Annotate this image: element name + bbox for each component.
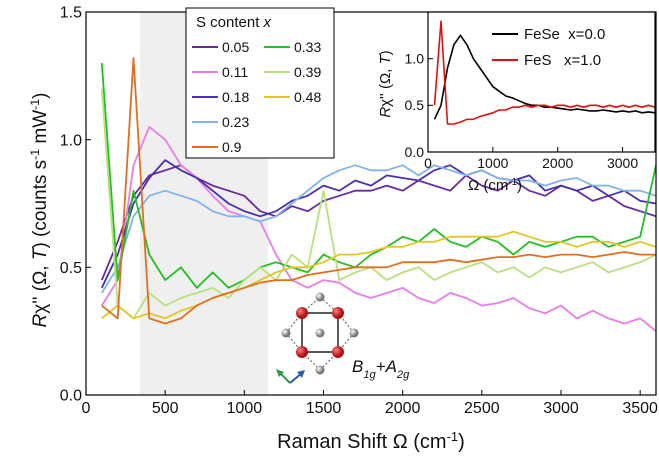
text-part: χ'' (Ω, <box>377 65 394 107</box>
x-tick-label: 3000 <box>607 155 638 171</box>
text-part: T <box>377 54 394 65</box>
data-line <box>101 230 656 320</box>
inset-legend-label: FeSe x=0.0 <box>524 26 605 43</box>
crystal-diagram <box>276 292 359 384</box>
text-part: +A <box>376 357 397 376</box>
x-tick-label: 0 <box>424 155 432 171</box>
text-part: , <box>30 260 51 271</box>
legend-label: 0.48 <box>294 89 321 105</box>
data-line <box>433 20 655 125</box>
x-tick-label: 1000 <box>227 400 263 417</box>
text-part: B <box>352 357 363 376</box>
plot-frame <box>427 11 656 153</box>
data-line <box>101 164 656 294</box>
text-part: χ'' ( <box>30 284 51 314</box>
text-part: T <box>30 247 51 260</box>
y-tick-label: 0.5 <box>405 97 425 113</box>
inset-legend-label: FeS x=1.0 <box>524 52 601 69</box>
x-tick-label: 1000 <box>477 155 508 171</box>
plot-frame <box>85 11 657 396</box>
data-line <box>433 34 655 120</box>
text-part: Ω (cm <box>468 177 508 194</box>
text-part: ) <box>30 92 51 98</box>
x-tick-label: 3000 <box>543 400 579 417</box>
text-part: R <box>377 107 394 118</box>
text-part: Raman Shift Ω (cm <box>277 431 446 453</box>
text-part: ) (counts s <box>30 160 51 249</box>
text-part: ) <box>517 177 522 194</box>
data-line <box>100 63 656 289</box>
legend-box <box>185 7 335 159</box>
x-tick-label: 500 <box>152 400 179 417</box>
x-tick-label: 2000 <box>542 155 573 171</box>
text-part: -1 <box>447 429 459 444</box>
text-part: -1 <box>508 177 517 188</box>
x-tick-label: 1500 <box>306 400 342 417</box>
text-part: 1g <box>363 369 376 381</box>
inset-x-axis-label: Ω (cm-1) <box>468 177 522 195</box>
x-tick-label: 3500 <box>622 400 658 417</box>
annotation: B1g+A2g <box>352 357 410 381</box>
data-line <box>101 57 656 325</box>
x-tick-label: 2500 <box>464 400 500 417</box>
inset-background <box>428 12 655 152</box>
data-line <box>100 88 656 320</box>
text-part: -1 <box>28 99 42 110</box>
y-tick-label: 0.5 <box>60 260 82 277</box>
y-tick-label: 0.0 <box>60 388 82 405</box>
y-tick-label: 0.0 <box>405 144 425 160</box>
legend-title: S content x <box>196 14 272 31</box>
text-part: -1 <box>28 149 42 160</box>
x-axis-label: Raman Shift Ω (cm-1) <box>277 429 465 454</box>
y-tick-label: 1.5 <box>60 5 82 22</box>
y-axis-label: Rχ'' (Ω, T) (counts s-1 mW-1) <box>28 92 51 327</box>
x-tick-label: 2000 <box>385 400 421 417</box>
legend-label: 0.18 <box>222 89 249 105</box>
legend-label: 0.05 <box>222 39 249 55</box>
text-part: S content <box>196 14 264 31</box>
inset-y-axis-label: Rχ'' (Ω, T) <box>377 50 394 117</box>
y-tick-label: 1.0 <box>405 51 425 67</box>
legend-label: 0.39 <box>294 64 321 80</box>
text-part: Ω <box>30 271 51 285</box>
text-part: x <box>263 14 272 31</box>
data-line <box>100 159 656 289</box>
text-part: ) <box>458 431 465 453</box>
legend-label: 0.11 <box>222 64 248 80</box>
legend-label: 0.33 <box>294 39 321 55</box>
text-part: 2g <box>396 369 410 381</box>
text-part: R <box>30 314 51 328</box>
text-part: mW <box>30 110 51 149</box>
legend-label: 0.9 <box>222 139 242 155</box>
text-part: ) <box>377 50 394 55</box>
y-tick-label: 1.0 <box>60 132 82 149</box>
x-tick-label: 0 <box>82 400 91 417</box>
legend-label: 0.23 <box>222 114 249 130</box>
